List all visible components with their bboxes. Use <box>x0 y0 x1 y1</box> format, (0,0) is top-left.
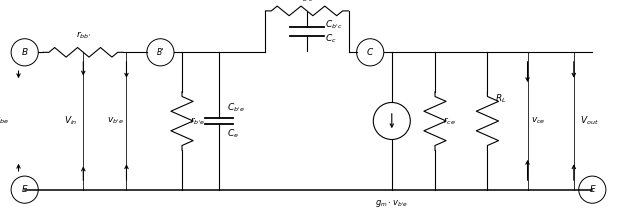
Text: $V_{in}$: $V_{in}$ <box>64 115 77 127</box>
Text: $v_{ce}$: $v_{ce}$ <box>531 116 545 126</box>
Text: $C_{b'c}$: $C_{b'c}$ <box>326 19 343 31</box>
Text: $v_{b'e}$: $v_{b'e}$ <box>107 116 123 126</box>
Text: $g_m \cdot v_{b'e}$: $g_m \cdot v_{b'e}$ <box>375 198 408 209</box>
Text: E: E <box>22 185 28 194</box>
Text: $C_c$: $C_c$ <box>326 33 337 46</box>
Text: E: E <box>589 185 595 194</box>
Text: $v_{be}$: $v_{be}$ <box>0 116 9 126</box>
Text: $C_e$: $C_e$ <box>227 128 239 140</box>
Text: $r_{bb'}$: $r_{bb'}$ <box>76 30 91 41</box>
Text: B': B' <box>157 48 164 57</box>
Text: $r_{b'e}$: $r_{b'e}$ <box>190 115 205 127</box>
Text: B: B <box>22 48 28 57</box>
Text: $R_L$: $R_L$ <box>495 93 507 106</box>
Text: $C_{b'e}$: $C_{b'e}$ <box>227 102 245 114</box>
Text: $r_{b'c}$: $r_{b'c}$ <box>299 0 315 4</box>
Text: $V_{out}$: $V_{out}$ <box>580 115 598 127</box>
Text: $r_{ce}$: $r_{ce}$ <box>443 115 456 127</box>
Text: C: C <box>367 48 373 57</box>
